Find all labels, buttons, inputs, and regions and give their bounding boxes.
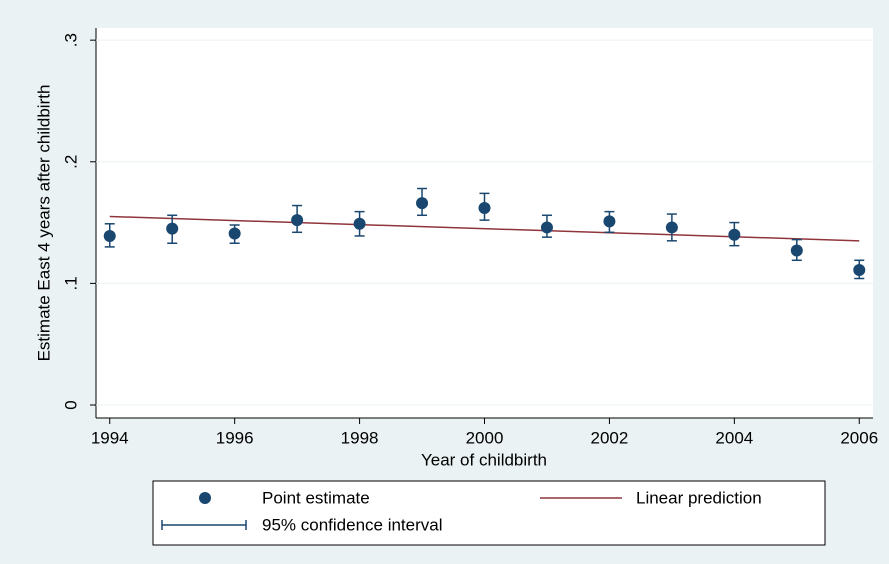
x-tick-label: 1996 [216, 428, 254, 447]
legend [152, 480, 826, 546]
point [291, 214, 304, 227]
legend-symbol [161, 520, 247, 530]
point [353, 217, 366, 230]
y-tick-label: .2 [61, 155, 80, 169]
point [103, 229, 116, 242]
legend-symbol [199, 492, 211, 504]
point [728, 228, 741, 241]
legend-label: Point estimate [262, 488, 370, 507]
point [478, 201, 491, 214]
point [790, 244, 803, 257]
x-tick-label: 2004 [715, 428, 753, 447]
x-tick-label: 2002 [591, 428, 629, 447]
x-tick-label: 2000 [466, 428, 504, 447]
y-tick-label: 0 [61, 400, 80, 409]
point [416, 197, 429, 210]
plot-area [96, 28, 873, 418]
y-tick-label: .3 [61, 33, 80, 47]
x-axis-title: Year of childbirth [421, 450, 547, 469]
x-tick-label: 2006 [840, 428, 878, 447]
point [853, 264, 866, 277]
point [228, 227, 241, 240]
legend-label: 95% confidence interval [262, 515, 443, 534]
x-tick-label: 1998 [341, 428, 379, 447]
point [540, 221, 553, 234]
y-tick-label: .1 [61, 276, 80, 290]
legend-label: Linear prediction [636, 488, 762, 507]
point [166, 222, 179, 235]
x-tick-label: 1994 [91, 428, 129, 447]
y-axis-title: Estimate East 4 years after childbirth [34, 85, 53, 362]
point [603, 215, 616, 228]
point [665, 221, 678, 234]
